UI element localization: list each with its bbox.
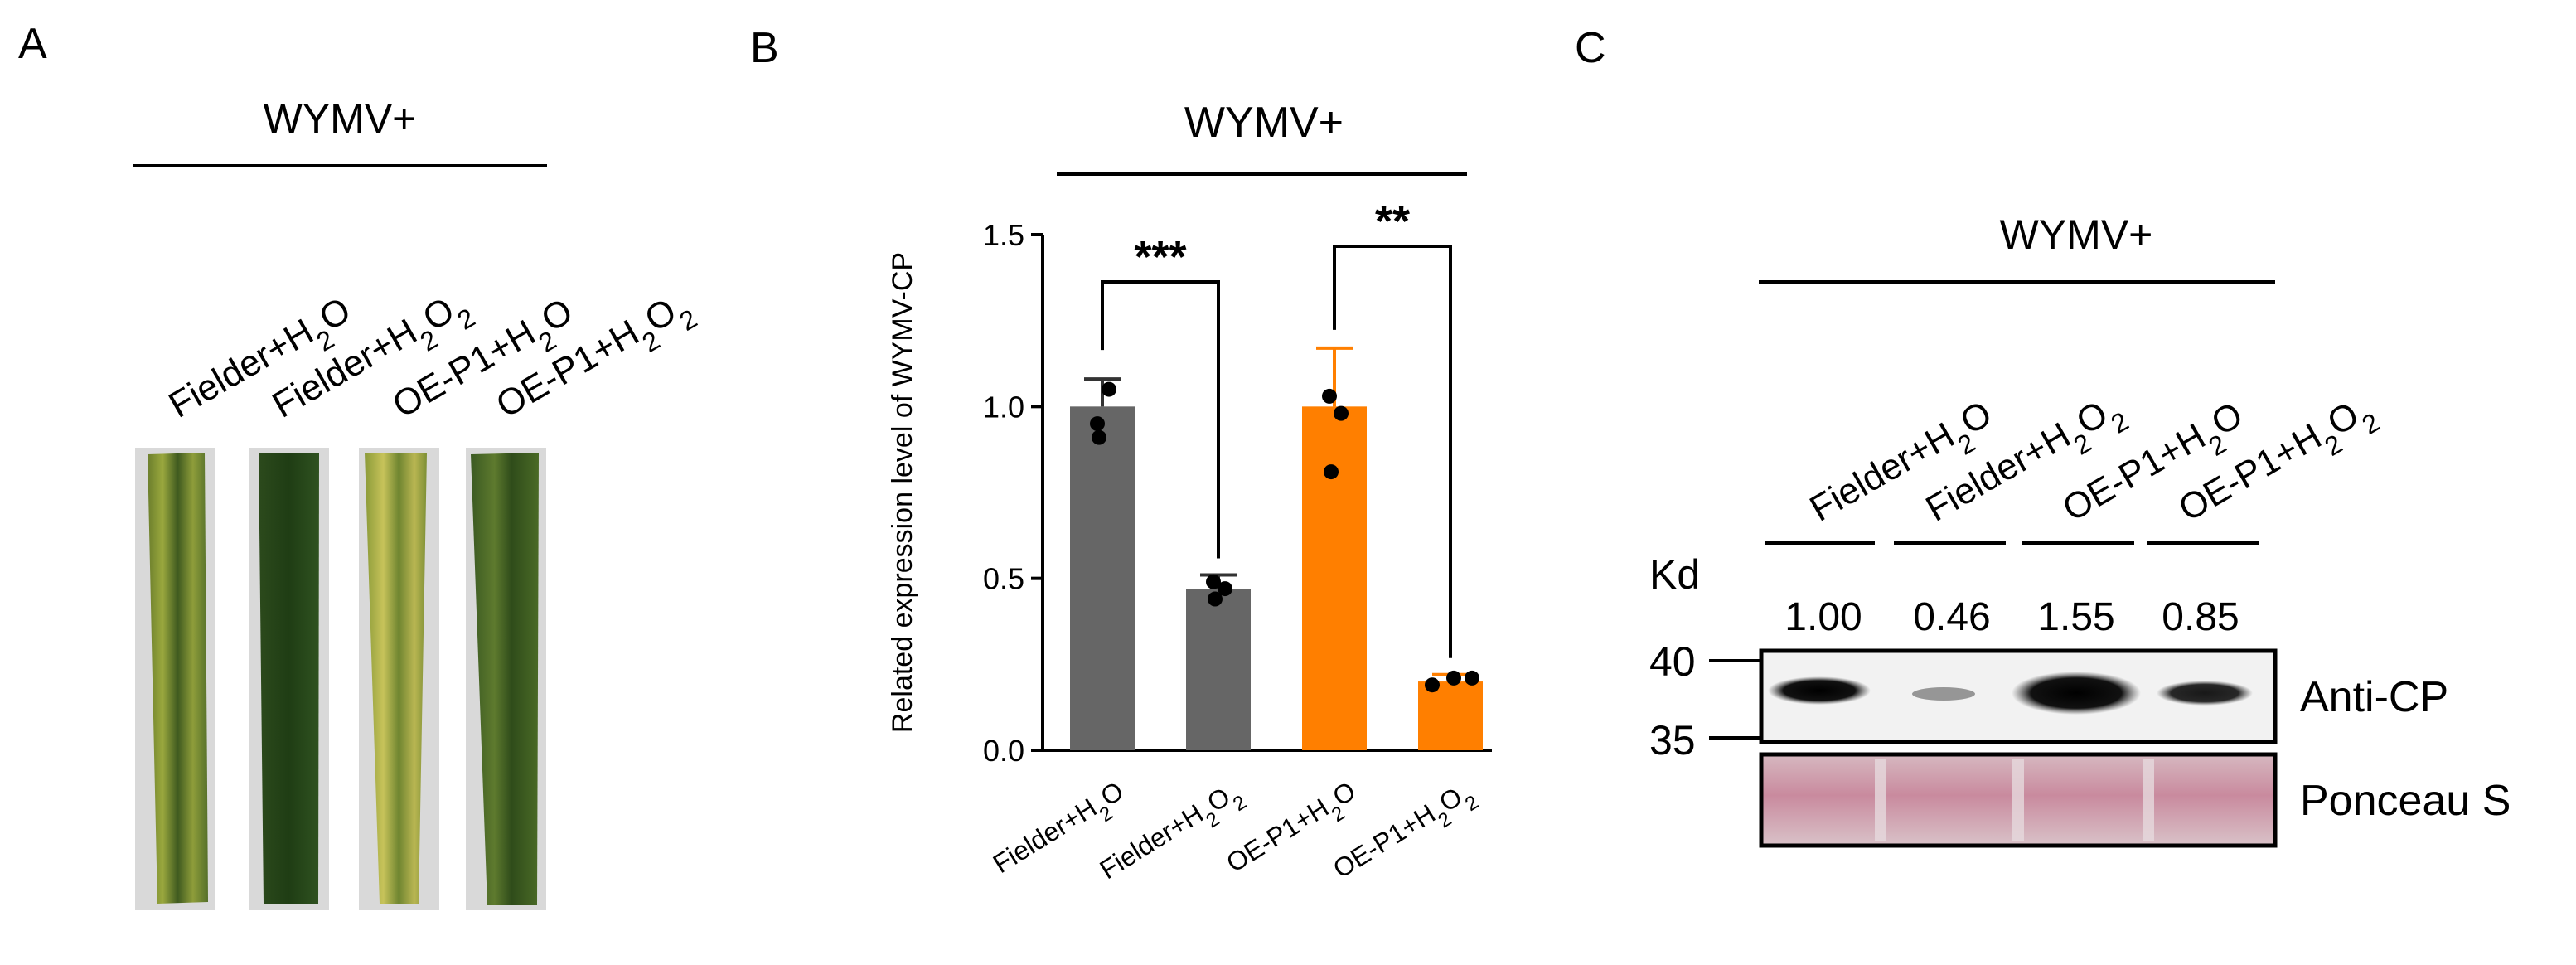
bar <box>1070 406 1135 750</box>
quantification-values: 1.00 0.46 1.55 0.85 <box>1784 595 2239 639</box>
data-point <box>1334 405 1349 421</box>
ponceau-stain <box>1759 752 2278 848</box>
data-point <box>1208 591 1223 607</box>
leaf-photo <box>259 453 319 904</box>
panel-c-header: WYMV+ <box>2000 211 2153 258</box>
blot-band <box>1768 676 1871 705</box>
significance-label: *** <box>1134 232 1186 282</box>
panel-a-letter: A <box>18 20 47 68</box>
mw-marker-label: 35 <box>1649 717 1696 764</box>
bar <box>1302 406 1367 750</box>
quant-value: 0.46 <box>1913 595 1990 639</box>
kd-label: Kd <box>1649 551 1700 598</box>
quant-value: 1.55 <box>2037 595 2114 639</box>
leaf-photos <box>135 448 546 910</box>
leaf-photo <box>365 453 427 904</box>
panel-b-letter: B <box>750 24 779 72</box>
mw-marker-label: 40 <box>1649 638 1696 685</box>
ponceau-lane-gap <box>1875 759 1886 841</box>
y-tick-label: 1.5 <box>983 218 1024 252</box>
mw-markers: 40 35 <box>1649 638 1761 764</box>
panel-b-header: WYMV+ <box>1184 99 1344 147</box>
bar <box>1418 681 1483 750</box>
blot-band <box>1912 687 1975 701</box>
western-blot-anti-cp <box>1759 648 2278 744</box>
y-axis-label: Related expression level of WYMV-CP <box>887 252 918 733</box>
leaf-photo <box>148 453 208 904</box>
data-point <box>1324 464 1339 480</box>
data-point <box>1218 581 1232 597</box>
data-point <box>1465 670 1479 686</box>
data-point <box>1446 670 1461 686</box>
y-tick-label: 0.5 <box>983 562 1024 596</box>
panel-a: A WYMV+ Fielder+H2O Fielder+H2O2 OE-P1+H… <box>18 20 702 910</box>
data-point <box>1322 388 1337 404</box>
significance-label: ** <box>1375 196 1410 246</box>
quant-value: 1.00 <box>1784 595 1862 639</box>
significance-bracket <box>1333 245 1452 658</box>
data-point <box>1090 416 1105 432</box>
blot-label-anti-cp: Anti-CP <box>2300 673 2448 721</box>
ponceau-lane-gap <box>2143 759 2154 841</box>
ponceau-lane-gap <box>2012 759 2024 841</box>
panel-c-lane-label: OE-P1+H2O2 <box>2172 387 2385 541</box>
blot-band <box>2157 681 2253 706</box>
y-tick-label: 0.0 <box>983 734 1024 768</box>
data-point <box>1206 574 1221 589</box>
panel-c-lane-labels: Fielder+H2O Fielder+H2O2 OE-P1+H2O OE-P1… <box>1804 386 2385 541</box>
y-tick-label: 1.0 <box>983 390 1024 424</box>
data-point <box>1092 429 1106 445</box>
data-point <box>1425 677 1440 693</box>
panel-a-lane-label: OE-P1+H2O2 <box>490 284 703 437</box>
leaf-photo <box>471 453 539 905</box>
blot-label-ponceau: Ponceau S <box>2300 777 2511 825</box>
data-point <box>1102 381 1116 397</box>
bar <box>1186 589 1251 750</box>
panel-a-header: WYMV+ <box>264 95 417 142</box>
bar-chart: 0.0 0.5 1.0 1.5 Related expression level of … <box>887 196 1492 885</box>
quant-value: 0.85 <box>2162 595 2239 639</box>
panel-a-lane-labels: Fielder+H2O Fielder+H2O2 OE-P1+H2O OE-P1… <box>162 284 703 437</box>
blot-band <box>2012 672 2141 715</box>
panel-c: C WYMV+ Fielder+H2O Fielder+H2O2 OE-P1+H… <box>1575 24 2511 848</box>
significance-bracket <box>1101 280 1220 559</box>
panel-c-lane-label: Fielder+H2O2 <box>1920 386 2134 540</box>
panel-c-letter: C <box>1575 24 1606 72</box>
panel-b: B WYMV+ 0.0 0.5 1.0 1.5 Related expression l… <box>750 24 1492 885</box>
